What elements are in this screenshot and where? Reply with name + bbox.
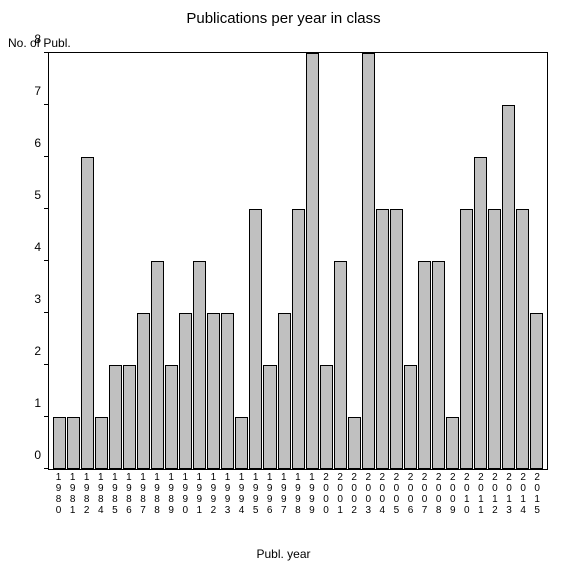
x-tick-label: 1999: [305, 472, 318, 516]
y-tick-mark: [44, 312, 49, 313]
bar: [221, 313, 234, 469]
bar: [278, 313, 291, 469]
x-tick-label: 2007: [418, 472, 431, 516]
bar: [432, 261, 445, 469]
bar: [502, 105, 515, 469]
y-tick-label: 3: [21, 292, 49, 306]
x-tick-label: 2013: [503, 472, 516, 516]
chart-container: Publications per year in class No. of Pu…: [0, 0, 567, 567]
x-tick-label: 2008: [432, 472, 445, 516]
x-tick-label: 1995: [249, 472, 262, 516]
bar: [362, 53, 375, 469]
x-tick-label: 2014: [517, 472, 530, 516]
bar: [306, 53, 319, 469]
x-tick-label: 1980: [52, 472, 65, 516]
x-tick-label: 1991: [193, 472, 206, 516]
x-tick-label: 1987: [136, 472, 149, 516]
bar: [263, 365, 276, 469]
bar: [95, 417, 108, 469]
x-tick-label: 2000: [319, 472, 332, 516]
y-tick-label: 5: [21, 188, 49, 202]
y-tick-label: 7: [21, 84, 49, 98]
x-tick-label: 1985: [108, 472, 121, 516]
bar: [235, 417, 248, 469]
y-tick-mark: [44, 260, 49, 261]
bar: [193, 261, 206, 469]
x-tick-label: 1998: [291, 472, 304, 516]
x-tick-label: 1992: [207, 472, 220, 516]
x-tick-label: 1989: [165, 472, 178, 516]
bar: [165, 365, 178, 469]
x-tick-label: 2011: [474, 472, 487, 516]
x-tick-label: 1986: [122, 472, 135, 516]
bar: [348, 417, 361, 469]
x-tick-label: 1994: [235, 472, 248, 516]
y-tick-label: 8: [21, 32, 49, 46]
x-tick-label: 1997: [277, 472, 290, 516]
x-tick-label: 1981: [66, 472, 79, 516]
x-tick-labels: 1980198119821984198519861987198819891990…: [48, 472, 548, 516]
bar: [376, 209, 389, 469]
x-tick-label: 1996: [263, 472, 276, 516]
x-tick-label: 1988: [151, 472, 164, 516]
y-tick-mark: [44, 104, 49, 105]
bar: [446, 417, 459, 469]
x-tick-label: 2002: [348, 472, 361, 516]
x-tick-label: 1982: [80, 472, 93, 516]
bar: [320, 365, 333, 469]
x-tick-label: 2009: [446, 472, 459, 516]
x-tick-label: 2003: [362, 472, 375, 516]
bar: [418, 261, 431, 469]
chart-title: Publications per year in class: [0, 10, 567, 27]
bar: [67, 417, 80, 469]
y-tick-label: 6: [21, 136, 49, 150]
y-tick-mark: [44, 468, 49, 469]
bar: [404, 365, 417, 469]
bar: [81, 157, 94, 469]
x-tick-label: 2005: [390, 472, 403, 516]
y-tick-mark: [44, 364, 49, 365]
plot-area: 012345678: [48, 52, 548, 470]
x-tick-label: 1984: [94, 472, 107, 516]
bar: [207, 313, 220, 469]
y-tick-label: 2: [21, 344, 49, 358]
bar: [179, 313, 192, 469]
bar: [249, 209, 262, 469]
bar: [474, 157, 487, 469]
bar: [390, 209, 403, 469]
x-tick-label: 2004: [376, 472, 389, 516]
x-tick-label: 1993: [221, 472, 234, 516]
y-tick-mark: [44, 208, 49, 209]
y-tick-mark: [44, 416, 49, 417]
bar: [123, 365, 136, 469]
x-tick-label: 2001: [334, 472, 347, 516]
bar: [292, 209, 305, 469]
bar: [334, 261, 347, 469]
bar: [53, 417, 66, 469]
bar: [488, 209, 501, 469]
y-tick-label: 1: [21, 396, 49, 410]
y-tick-mark: [44, 156, 49, 157]
bar: [137, 313, 150, 469]
x-tick-label: 2010: [460, 472, 473, 516]
x-tick-label: 2012: [488, 472, 501, 516]
bar: [530, 313, 543, 469]
y-tick-mark: [44, 52, 49, 53]
y-tick-label: 4: [21, 240, 49, 254]
x-tick-label: 2006: [404, 472, 417, 516]
x-tick-label: 1990: [179, 472, 192, 516]
x-tick-label: 2015: [531, 472, 544, 516]
bar: [151, 261, 164, 469]
bars-wrap: [49, 53, 547, 469]
x-axis-label: Publ. year: [0, 547, 567, 561]
y-tick-label: 0: [21, 448, 49, 462]
bar: [109, 365, 122, 469]
bar: [516, 209, 529, 469]
bar: [460, 209, 473, 469]
